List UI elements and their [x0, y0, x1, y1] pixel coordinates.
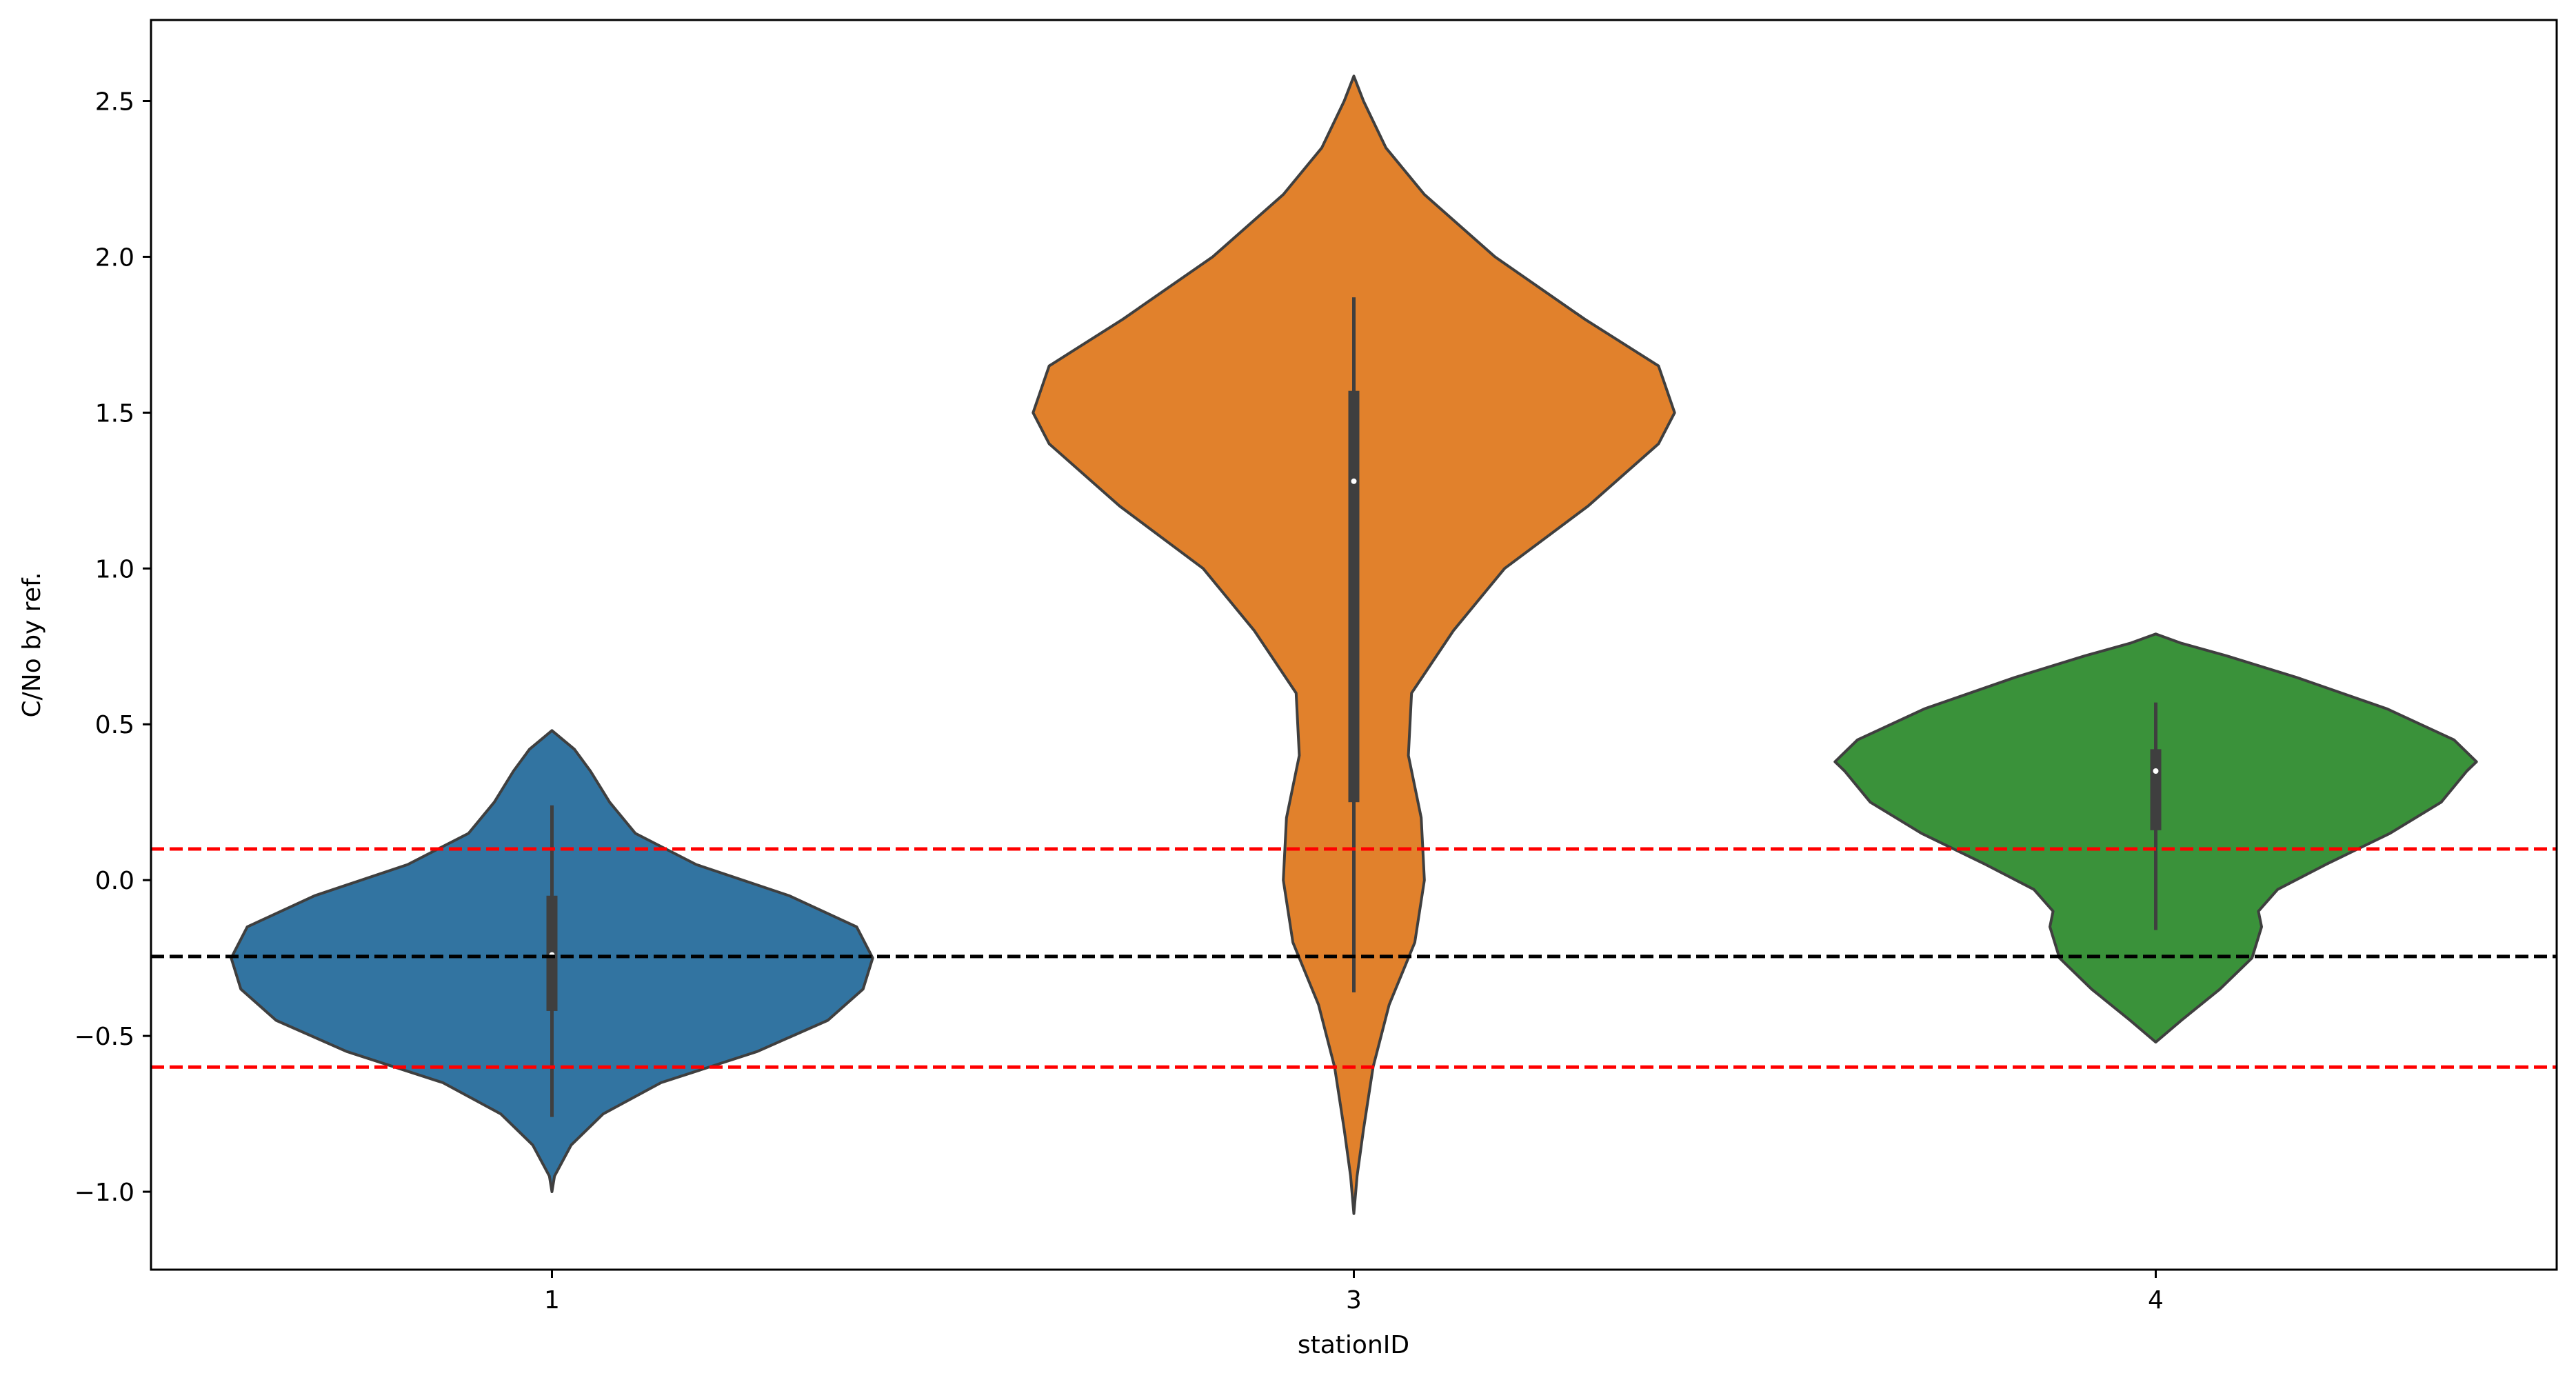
- y-tick-label: 1.5: [95, 399, 134, 428]
- y-tick-label: −1.0: [74, 1179, 134, 1207]
- x-tick-label: 1: [544, 1286, 560, 1314]
- y-tick-label: −0.5: [74, 1023, 134, 1051]
- y-axis-ticks: 2.5 2.0 1.5 1.0 0.5 0.0 −0.5 −1.0: [74, 88, 151, 1207]
- y-tick-label: 2.0: [95, 243, 134, 272]
- x-axis-label: stationID: [1298, 1331, 1409, 1359]
- reference-lines: [151, 847, 2557, 1069]
- x-tick-label: 4: [2148, 1286, 2164, 1314]
- y-tick-label: 0.5: [95, 711, 134, 739]
- median-point-3: [1351, 478, 1357, 484]
- x-tick-label: 3: [1346, 1286, 1362, 1314]
- x-axis-ticks: 1 3 4: [544, 1270, 2164, 1314]
- iqr-box-4: [2150, 749, 2162, 830]
- violins: [230, 74, 2478, 1215]
- y-tick-label: 0.0: [95, 867, 134, 895]
- y-axis-label: C/No by ref.: [18, 572, 46, 718]
- y-tick-label: 2.5: [95, 88, 134, 116]
- median-point-4: [2153, 768, 2159, 774]
- y-tick-label: 1.0: [95, 555, 134, 583]
- iqr-box-3: [1348, 390, 1360, 803]
